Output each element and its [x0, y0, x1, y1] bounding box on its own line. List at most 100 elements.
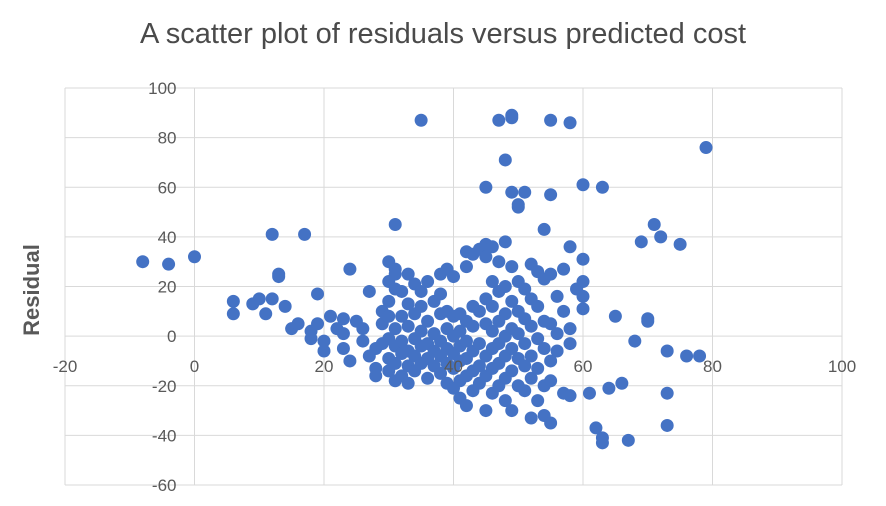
x-tick-labels: -20 0 20 40 60 80 100 [53, 357, 856, 376]
data-point [395, 309, 409, 323]
data-point [226, 294, 240, 308]
data-point [252, 292, 266, 306]
data-points [136, 108, 713, 450]
data-point [485, 275, 499, 289]
data-point [576, 302, 590, 316]
y-tick-label: -20 [152, 377, 177, 396]
data-point [531, 299, 545, 313]
data-point [544, 354, 558, 368]
chart-title: A scatter plot of residuals versus predi… [139, 18, 747, 50]
x-tick-label: 0 [190, 357, 199, 376]
y-tick-label: 0 [167, 327, 176, 346]
x-tick-label: -20 [53, 357, 78, 376]
data-point [531, 361, 545, 375]
data-point [608, 309, 622, 323]
data-point [699, 141, 713, 155]
data-point [505, 294, 519, 308]
data-point [317, 344, 331, 358]
data-point [356, 322, 370, 336]
y-tick-labels: 100 80 60 40 20 0 -20 -40 -60 [148, 79, 176, 495]
data-point [563, 116, 577, 130]
data-point [563, 389, 577, 403]
data-point [524, 319, 538, 333]
data-point [447, 270, 460, 284]
data-point [576, 252, 590, 266]
data-point [544, 416, 558, 430]
y-tick-label: 20 [158, 278, 177, 297]
data-point [226, 307, 240, 321]
data-point [356, 334, 370, 348]
data-point [511, 327, 525, 341]
data-point [336, 342, 350, 356]
data-point [524, 371, 538, 385]
data-point [278, 299, 292, 313]
data-point [550, 327, 564, 341]
data-point [544, 374, 558, 388]
data-point [336, 312, 350, 326]
data-point [304, 332, 318, 346]
data-point [382, 309, 396, 323]
data-point [259, 307, 273, 321]
data-point [388, 322, 402, 336]
data-point [459, 334, 473, 348]
data-point [472, 359, 486, 373]
data-point [459, 260, 473, 274]
data-point [323, 309, 337, 323]
data-point [673, 237, 687, 251]
data-point [544, 113, 558, 127]
data-point [479, 250, 493, 264]
data-point [414, 324, 428, 338]
data-point [466, 319, 480, 333]
data-point [479, 180, 493, 194]
data-point [395, 334, 409, 348]
data-point [453, 324, 467, 338]
data-point [531, 394, 545, 408]
data-point [382, 294, 396, 308]
data-point [311, 317, 325, 331]
data-point [317, 334, 331, 348]
data-point [505, 404, 519, 418]
data-point [421, 275, 435, 289]
data-point [544, 317, 558, 331]
data-point [388, 217, 402, 231]
gridlines [64, 87, 843, 486]
data-point [544, 188, 558, 202]
data-point [531, 332, 545, 346]
data-point [492, 255, 506, 269]
data-point [524, 349, 538, 363]
data-point [492, 113, 506, 127]
y-tick-label: -40 [152, 426, 177, 445]
data-point [576, 275, 590, 289]
data-point [472, 337, 486, 351]
x-tick-label: 40 [444, 357, 463, 376]
data-point [628, 334, 642, 348]
data-point [660, 386, 674, 400]
data-point [693, 349, 707, 363]
data-point [265, 292, 279, 306]
y-tick-label: 80 [158, 129, 177, 148]
x-tick-label: 100 [828, 357, 856, 376]
data-point [459, 399, 473, 413]
data-point [498, 153, 512, 167]
data-point [518, 185, 532, 199]
data-point [414, 299, 428, 313]
data-point [505, 342, 519, 356]
data-point [434, 287, 448, 301]
data-point [485, 240, 499, 254]
data-point [518, 282, 532, 296]
data-point [414, 284, 428, 298]
data-point [401, 297, 415, 311]
data-point [576, 178, 590, 192]
data-point [563, 337, 577, 351]
data-point [388, 356, 402, 370]
data-point [595, 431, 609, 445]
data-point [188, 250, 201, 264]
data-point [395, 284, 409, 298]
x-tick-label: 60 [574, 357, 593, 376]
data-point [485, 299, 499, 313]
data-point [388, 267, 402, 281]
data-point [518, 384, 532, 398]
data-point [401, 267, 415, 281]
